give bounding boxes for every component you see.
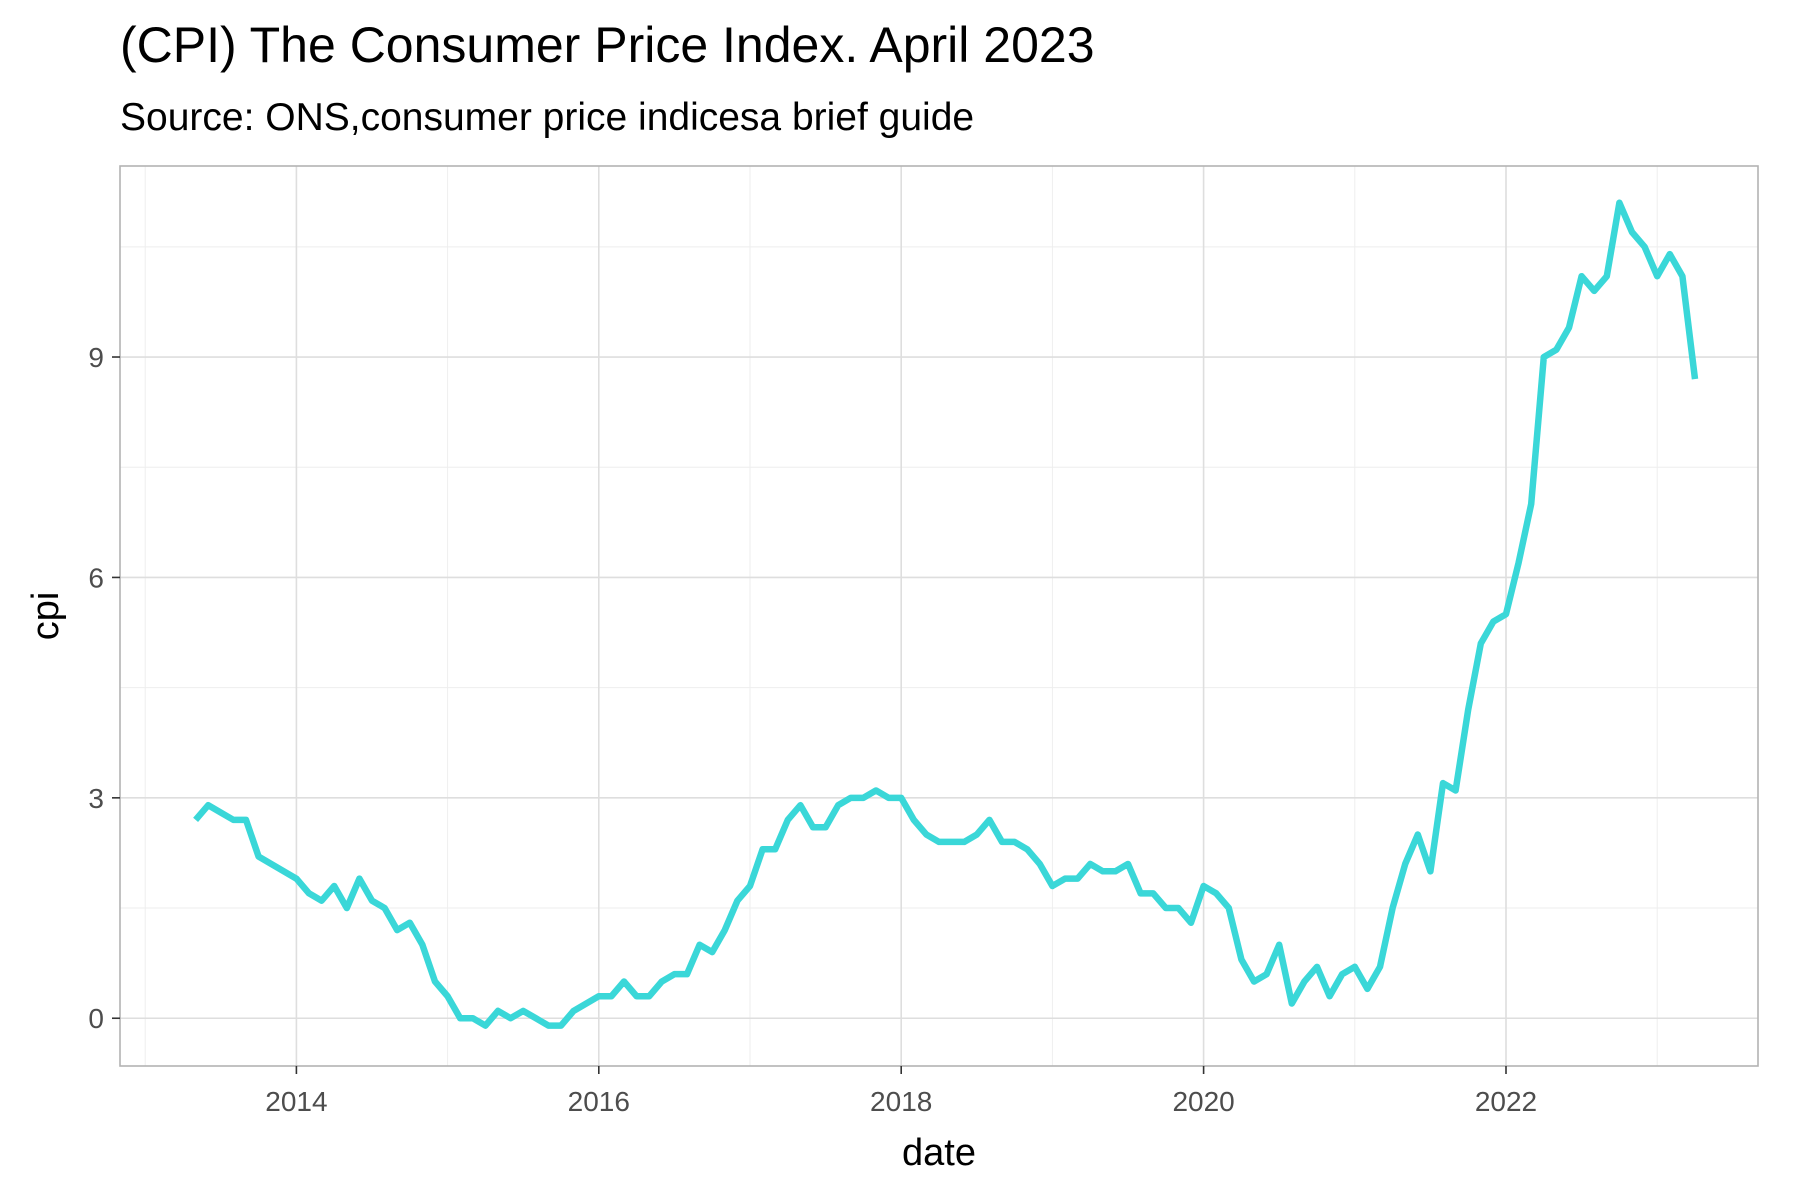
y-tick-label: 6	[88, 562, 104, 593]
axis-ticks: 2014 2016 2018 2020 2022 0 3 6 9	[88, 342, 1537, 1117]
plot-panel-background	[120, 166, 1758, 1066]
grid-lines	[120, 166, 1758, 1066]
series-group	[193, 199, 1699, 1029]
chart-subtitle: Source: ONS,consumer price indicesa brie…	[120, 96, 974, 139]
chart-title: (CPI) The Consumer Price Index. April 20…	[120, 17, 1095, 73]
plot-panel-border	[119, 165, 1759, 1067]
y-axis-title: cpi	[25, 592, 67, 641]
x-tick-label: 2018	[870, 1086, 932, 1117]
x-tick-label: 2022	[1475, 1086, 1537, 1117]
x-axis-title: date	[902, 1132, 976, 1174]
x-tick-label: 2014	[265, 1086, 327, 1117]
x-tick-label: 2020	[1172, 1086, 1234, 1117]
y-tick-label: 3	[88, 783, 104, 814]
y-tick-label: 9	[88, 342, 104, 373]
x-tick-label: 2016	[568, 1086, 630, 1117]
y-tick-label: 0	[88, 1003, 104, 1034]
cpi-series-line	[193, 199, 1699, 1029]
